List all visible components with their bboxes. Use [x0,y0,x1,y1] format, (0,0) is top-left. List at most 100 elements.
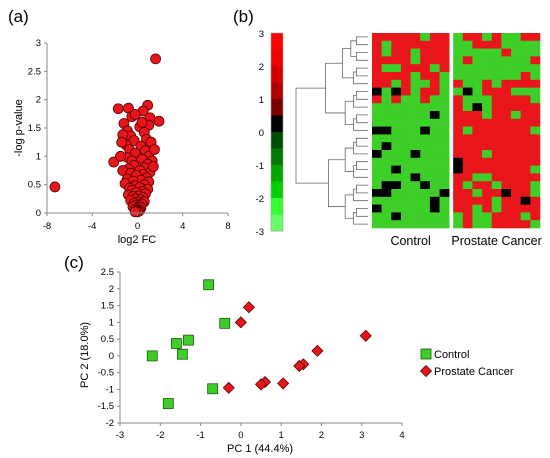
heatmap-cell [491,103,502,112]
heatmap-cell [530,204,541,213]
heatmap-cell [482,134,493,143]
volcano-point [136,116,148,128]
heatmap-cell [491,64,502,73]
heatmap-cell [439,87,450,96]
heatmap-cell [439,64,450,73]
heatmap-cell [381,64,392,73]
heatmap-cell [400,134,411,143]
heatmap-cell [491,56,502,65]
volcano-x-tick-label: -4 [88,221,96,232]
pca-x-ticks: -3 -2 -1 0 1 2 3 4 [116,423,405,441]
heatmap-cell [501,111,512,120]
heatmap-cell [482,56,493,65]
heatmap-cell [453,64,464,73]
panel-label-c: (c) [64,253,84,272]
heatmap-cell [482,48,493,57]
heatmap-cell [462,126,473,135]
legend-label-cancer: Prostate Cancer [434,366,514,378]
heatmap-cell [501,33,512,42]
heatmap-cell [410,196,421,205]
heatmap-cell [420,157,431,166]
heatmap-cell [501,165,512,174]
heatmap-cell [381,79,392,88]
heatmap-cell [520,181,531,190]
pca-y-tick-label: 0.5 [101,334,114,345]
heatmap-cell [391,212,402,221]
heatmap-cell [530,212,541,221]
heatmap-cell [462,165,473,174]
dendrogram-branch [353,118,368,131]
heatmap-cell [429,95,440,104]
heatmap-cell [410,64,421,73]
heatmap-cell [462,111,473,120]
heatmap-cell [439,111,450,120]
heatmap-cell [429,212,440,221]
heatmap-cell [429,87,440,96]
heatmap-cell [420,150,431,159]
heatmap-cell [511,72,522,81]
pca-x-tick-label: 2 [319,430,324,441]
volcano-x-ticks: -8 -4 0 4 8 [43,213,231,232]
heatmap-cell [391,220,402,229]
pca-y-tick-label: 1 [109,317,114,328]
heatmap-cell [381,56,392,65]
heatmap-cell [391,181,402,190]
heatmap-cell [453,48,464,57]
heatmap-cell [491,40,502,49]
heatmap-cell [391,40,402,49]
colorbar-tick-label: 0 [259,128,264,139]
heatmap-cell [429,220,440,229]
heatmap-cell [429,56,440,65]
heatmap-cell [439,189,450,198]
heatmap-cell [420,118,431,127]
heatmap-cell [400,173,411,182]
heatmap-cell [520,56,531,65]
heatmap-cell [530,79,541,88]
heatmap-cell [400,157,411,166]
heatmap-cell [482,79,493,88]
volcano-y-label: -log p-value [13,99,25,156]
heatmap-cell [439,134,450,143]
heatmap-cell [439,204,450,213]
heatmap-cell [381,212,392,221]
heatmap-cell [410,173,421,182]
heatmap-cell [462,72,473,81]
heatmap-cell [472,204,483,213]
heatmap-cell [530,189,541,198]
heatmap-cell [439,48,450,57]
heatmap-cells [372,33,541,229]
volcano-point [147,161,159,172]
heatmap-cell [501,72,512,81]
heatmap-cell [410,212,421,221]
heatmap-cell [381,95,392,104]
heatmap-cell [501,220,512,229]
colorbar-step [271,115,283,133]
heatmap-cell [491,142,502,151]
colorbar-step [271,198,283,215]
heatmap-cell [482,33,493,42]
heatmap-cell [439,196,450,205]
heatmap-cell [429,72,440,81]
panel-label-a: (a) [8,7,29,26]
heatmap-cell [482,220,493,229]
dendrogram-branch [356,67,368,77]
heatmap-cell [511,196,522,205]
dendrogram-branch [356,208,368,217]
heatmap-cell [462,142,473,151]
heatmap-cell [381,142,392,151]
pca-y-tick-label: 2.5 [101,267,114,278]
heatmap-cell [462,157,473,166]
volcano-points [49,53,165,218]
heatmap-cell [530,165,541,174]
heatmap-cell [491,79,502,88]
heatmap-cell [501,212,512,221]
heatmap-cell [501,40,512,49]
colorbar-frame [270,32,284,232]
heatmap-cell [520,111,531,120]
heatmap-cell [381,157,392,166]
heatmap-cell [420,103,431,112]
heatmap-cell [439,126,450,135]
heatmap-cell [420,134,431,143]
volcano-point [112,103,124,115]
heatmap-cell [439,157,450,166]
